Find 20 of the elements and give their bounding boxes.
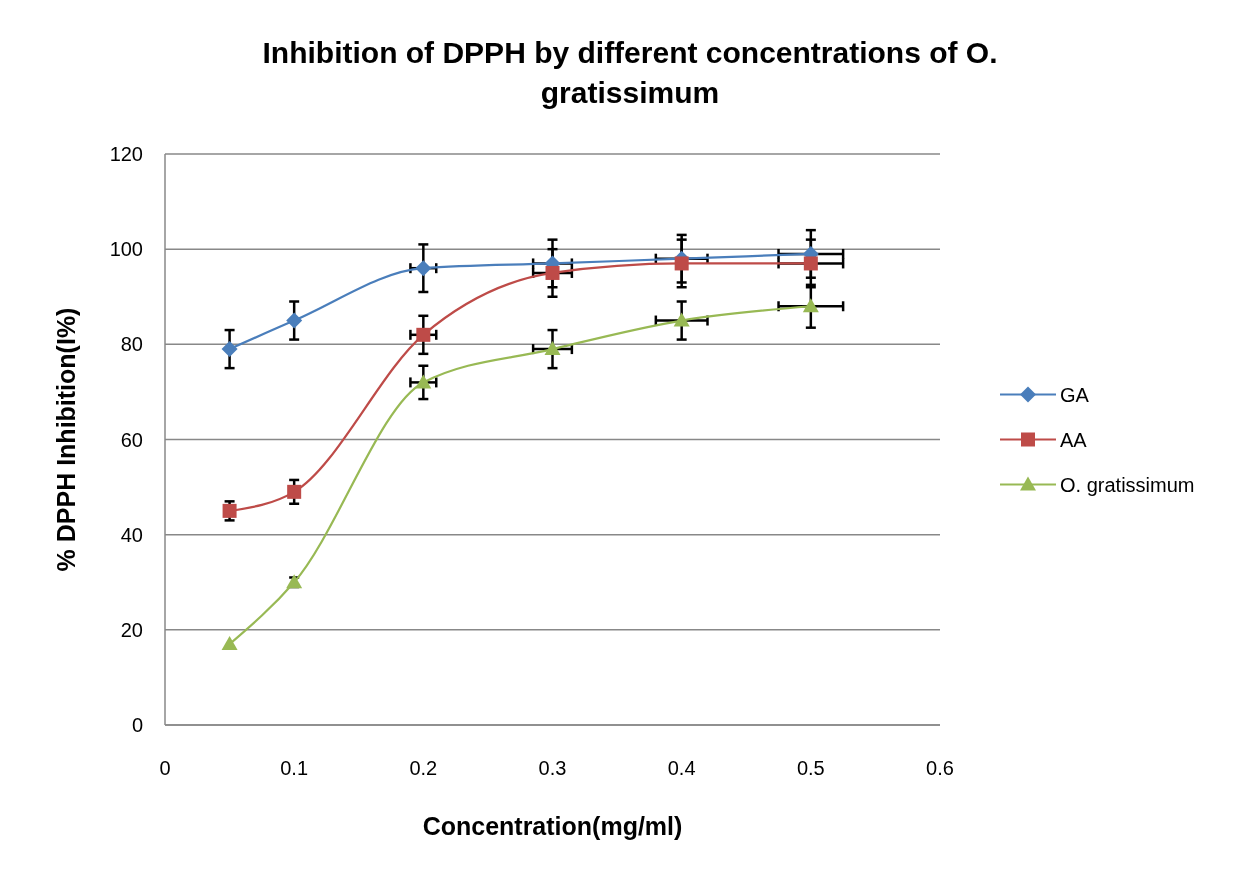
legend-label: O. gratissimum	[1060, 473, 1195, 496]
y-tick-label: 40	[120, 523, 143, 546]
x-tick-label: 0.6	[926, 757, 954, 779]
y-axis-title: % DPPH Inhibition(I%)	[52, 307, 80, 572]
y-tick-label: 60	[120, 428, 143, 451]
y-tick-label: 80	[120, 333, 143, 356]
y-tick-label: 20	[120, 618, 143, 641]
legend-label: AA	[1060, 428, 1088, 451]
y-tick-label: 120	[109, 143, 143, 165]
y-tick-label: 100	[109, 238, 143, 261]
chart-title: Inhibition of DPPH by different concentrations of O. gratissimum	[262, 36, 998, 109]
x-tick-label: 0.3	[538, 757, 567, 779]
legend-label: GA	[1060, 383, 1090, 406]
x-axis-title: Concentration(mg/ml)	[422, 812, 683, 840]
x-tick-label: 0	[159, 757, 171, 779]
x-tick-label: 0.2	[409, 757, 438, 779]
x-tick-label: 0.1	[280, 757, 309, 779]
y-tick-label: 0	[131, 714, 143, 736]
x-tick-label: 0.4	[667, 757, 696, 779]
x-tick-label: 0.5	[796, 757, 825, 779]
